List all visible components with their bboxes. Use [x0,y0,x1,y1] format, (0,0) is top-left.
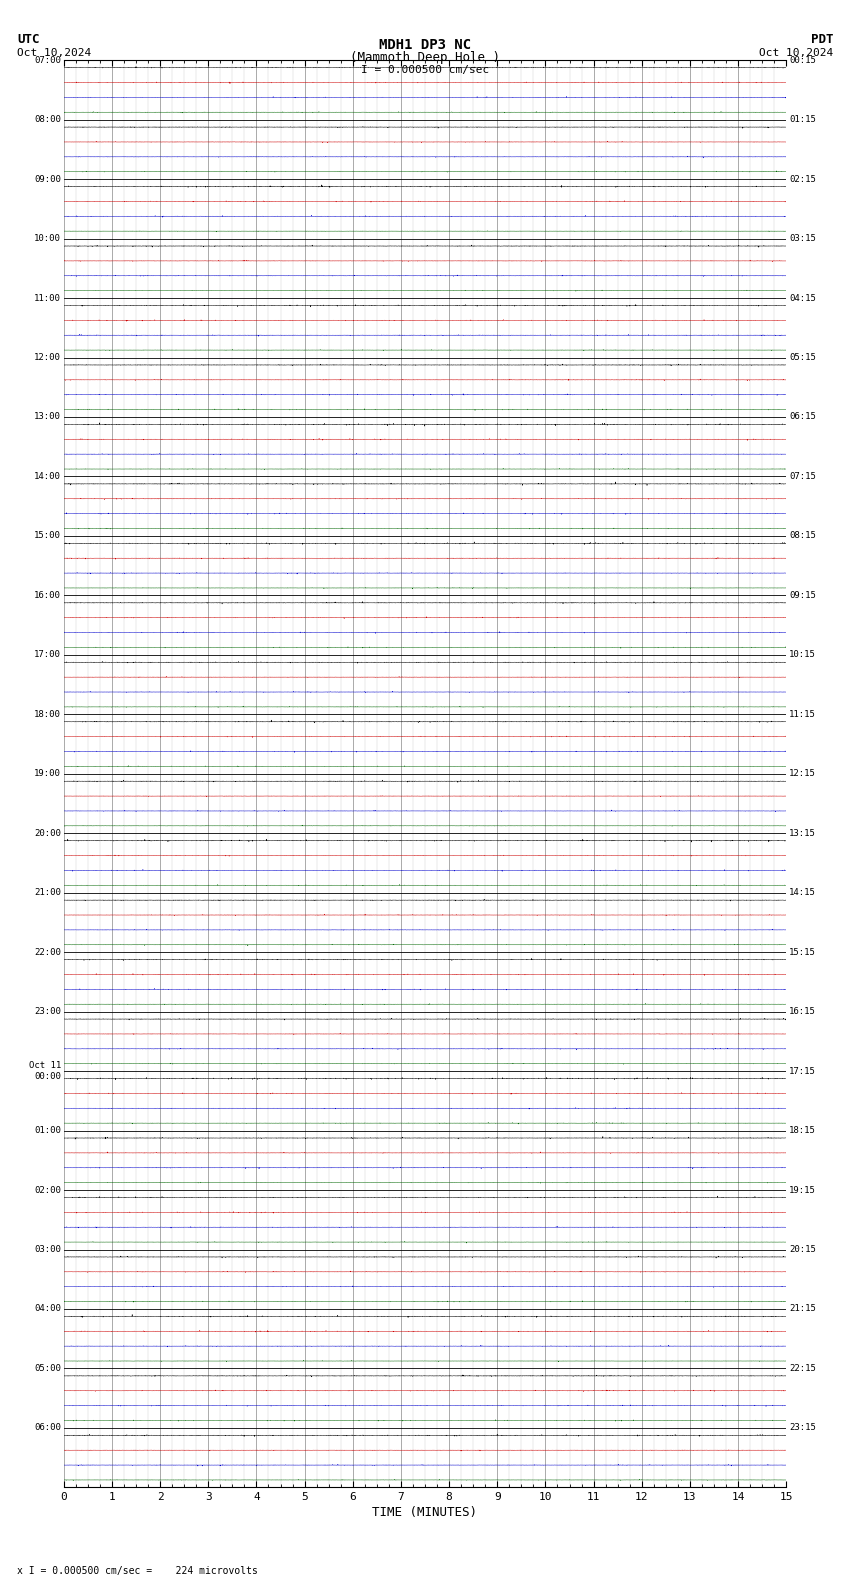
Text: UTC: UTC [17,33,39,46]
Text: 08:00: 08:00 [34,116,61,124]
Text: 15:15: 15:15 [789,947,816,957]
Text: 20:15: 20:15 [789,1245,816,1255]
Text: x I = 0.000500 cm/sec =    224 microvolts: x I = 0.000500 cm/sec = 224 microvolts [17,1567,258,1576]
Text: 09:15: 09:15 [789,591,816,600]
Text: Oct 11
00:00: Oct 11 00:00 [29,1061,61,1080]
X-axis label: TIME (MINUTES): TIME (MINUTES) [372,1506,478,1519]
Text: 22:00: 22:00 [34,947,61,957]
Text: 18:15: 18:15 [789,1126,816,1136]
Text: 10:15: 10:15 [789,651,816,659]
Text: 19:15: 19:15 [789,1185,816,1194]
Text: 14:15: 14:15 [789,889,816,897]
Text: 17:15: 17:15 [789,1066,816,1076]
Text: 12:15: 12:15 [789,770,816,778]
Text: 01:00: 01:00 [34,1126,61,1136]
Text: 03:00: 03:00 [34,1245,61,1255]
Text: 07:15: 07:15 [789,472,816,482]
Text: 12:00: 12:00 [34,353,61,363]
Text: 18:00: 18:00 [34,710,61,719]
Text: 00:15: 00:15 [789,55,816,65]
Text: 16:15: 16:15 [789,1007,816,1017]
Text: 23:15: 23:15 [789,1424,816,1432]
Text: 17:00: 17:00 [34,651,61,659]
Text: Oct 10,2024: Oct 10,2024 [17,48,91,57]
Text: 08:15: 08:15 [789,531,816,540]
Text: 22:15: 22:15 [789,1364,816,1373]
Text: 15:00: 15:00 [34,531,61,540]
Text: 19:00: 19:00 [34,770,61,778]
Text: 04:00: 04:00 [34,1305,61,1313]
Text: 06:15: 06:15 [789,412,816,421]
Text: 01:15: 01:15 [789,116,816,124]
Text: 02:15: 02:15 [789,174,816,184]
Text: 10:00: 10:00 [34,234,61,242]
Text: 06:00: 06:00 [34,1424,61,1432]
Text: 13:00: 13:00 [34,412,61,421]
Text: Oct 10,2024: Oct 10,2024 [759,48,833,57]
Text: 07:00: 07:00 [34,55,61,65]
Text: (Mammoth Deep Hole ): (Mammoth Deep Hole ) [350,51,500,63]
Text: 05:15: 05:15 [789,353,816,363]
Text: 04:15: 04:15 [789,293,816,303]
Text: PDT: PDT [811,33,833,46]
Text: 11:00: 11:00 [34,293,61,303]
Text: I = 0.000500 cm/sec: I = 0.000500 cm/sec [361,65,489,74]
Text: 16:00: 16:00 [34,591,61,600]
Text: 21:15: 21:15 [789,1305,816,1313]
Text: 03:15: 03:15 [789,234,816,242]
Text: 20:00: 20:00 [34,828,61,838]
Text: 05:00: 05:00 [34,1364,61,1373]
Text: 11:15: 11:15 [789,710,816,719]
Text: 23:00: 23:00 [34,1007,61,1017]
Text: 09:00: 09:00 [34,174,61,184]
Text: 13:15: 13:15 [789,828,816,838]
Text: MDH1 DP3 NC: MDH1 DP3 NC [379,38,471,52]
Text: 21:00: 21:00 [34,889,61,897]
Text: 14:00: 14:00 [34,472,61,482]
Text: 02:00: 02:00 [34,1185,61,1194]
